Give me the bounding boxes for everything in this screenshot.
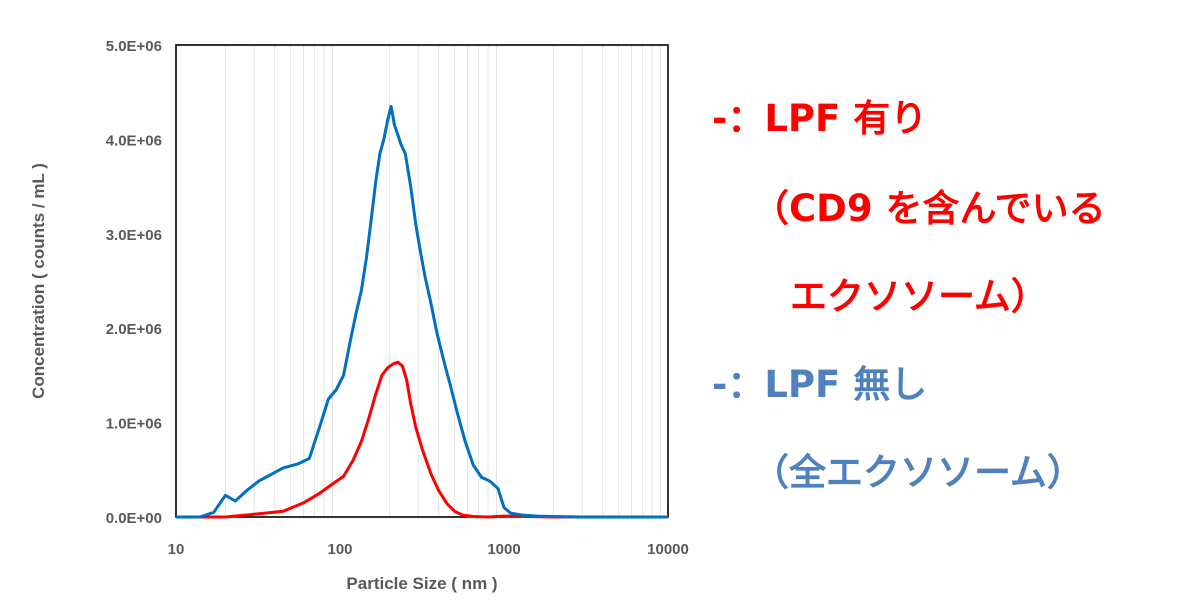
legend-blue-line1: -：LPF 無し: [712, 363, 928, 406]
legend-red-line1: -：LPF 有り: [712, 97, 928, 140]
x-tick-label: 100: [327, 541, 352, 558]
plot-frame: [175, 44, 669, 518]
chart-area: 0.0E+00 1.0E+06 2.0E+06 3.0E+06 4.0E+06 5.0E+…: [29, 38, 689, 593]
legend-red-line2: （CD9 を含んでいる: [752, 187, 1106, 230]
x-tick-label: 1000: [487, 541, 520, 558]
y-tick-label: 2.0E+06: [106, 321, 162, 338]
x-axis-title: Particle Size ( nm ): [346, 574, 497, 593]
y-tick-label: 0.0E+00: [106, 510, 162, 527]
legend-annotations: -：LPF 有り （CD9 を含んでいる エクソソーム） -：LPF 無し （全…: [700, 0, 1200, 613]
grid-layer: [224, 45, 661, 517]
x-tick-labels: 10 100 1000 10000: [168, 541, 689, 558]
y-tick-label: 5.0E+06: [106, 38, 162, 55]
size-distribution-chart: 0.0E+00 1.0E+06 2.0E+06 3.0E+06 4.0E+06 5.0E+…: [29, 38, 689, 593]
y-tick-labels: 0.0E+00 1.0E+06 2.0E+06 3.0E+06 4.0E+06 5.0E+…: [106, 38, 162, 527]
legend-red-line3: エクソソーム）: [790, 275, 1048, 318]
x-tick-label: 10000: [647, 541, 689, 558]
y-tick-label: 3.0E+06: [106, 227, 162, 244]
series-layer: [176, 104, 668, 519]
y-tick-label: 4.0E+06: [106, 132, 162, 149]
series-line-lpf-without: [176, 104, 668, 519]
legend-blue-line2: （全エクソソーム）: [752, 451, 1084, 494]
y-axis-title: Concentration ( counts / mL ): [29, 163, 48, 399]
series-line-lpf-with: [176, 360, 668, 519]
y-tick-label: 1.0E+06: [106, 416, 162, 433]
x-tick-label: 10: [168, 541, 185, 558]
